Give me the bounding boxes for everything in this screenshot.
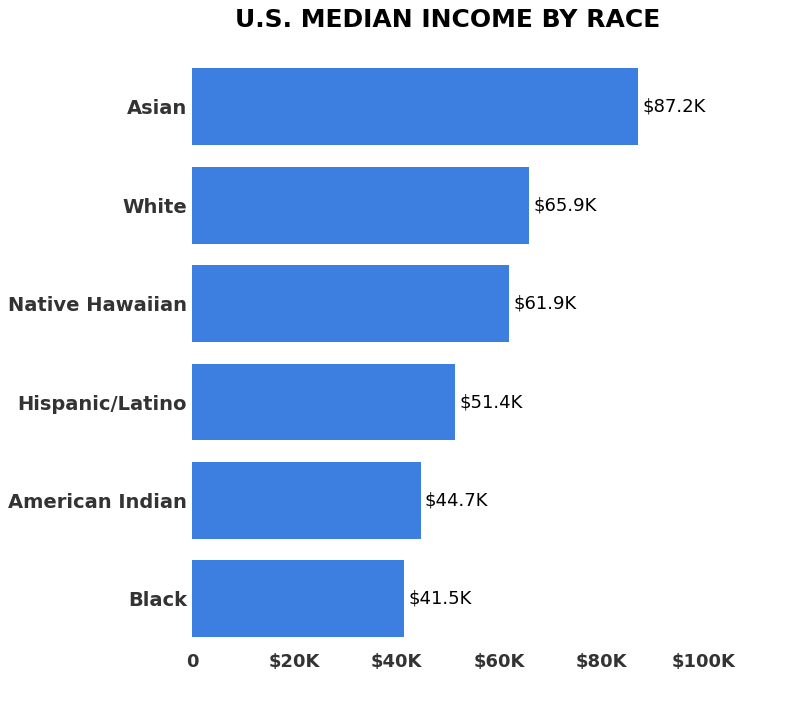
Text: $61.9K: $61.9K [513, 294, 576, 312]
Text: $51.4K: $51.4K [459, 393, 522, 411]
Text: $44.7K: $44.7K [425, 492, 489, 510]
Bar [192, 364, 455, 441]
Text: $41.5K: $41.5K [409, 590, 472, 608]
Bar [192, 167, 530, 243]
Title: U.S. MEDIAN INCOME BY RACE: U.S. MEDIAN INCOME BY RACE [235, 8, 661, 32]
Bar [192, 462, 421, 539]
Bar [192, 560, 405, 637]
Bar [192, 265, 509, 342]
Text: $65.9K: $65.9K [534, 197, 597, 215]
Text: $87.2K: $87.2K [642, 98, 706, 116]
Bar [192, 68, 638, 145]
